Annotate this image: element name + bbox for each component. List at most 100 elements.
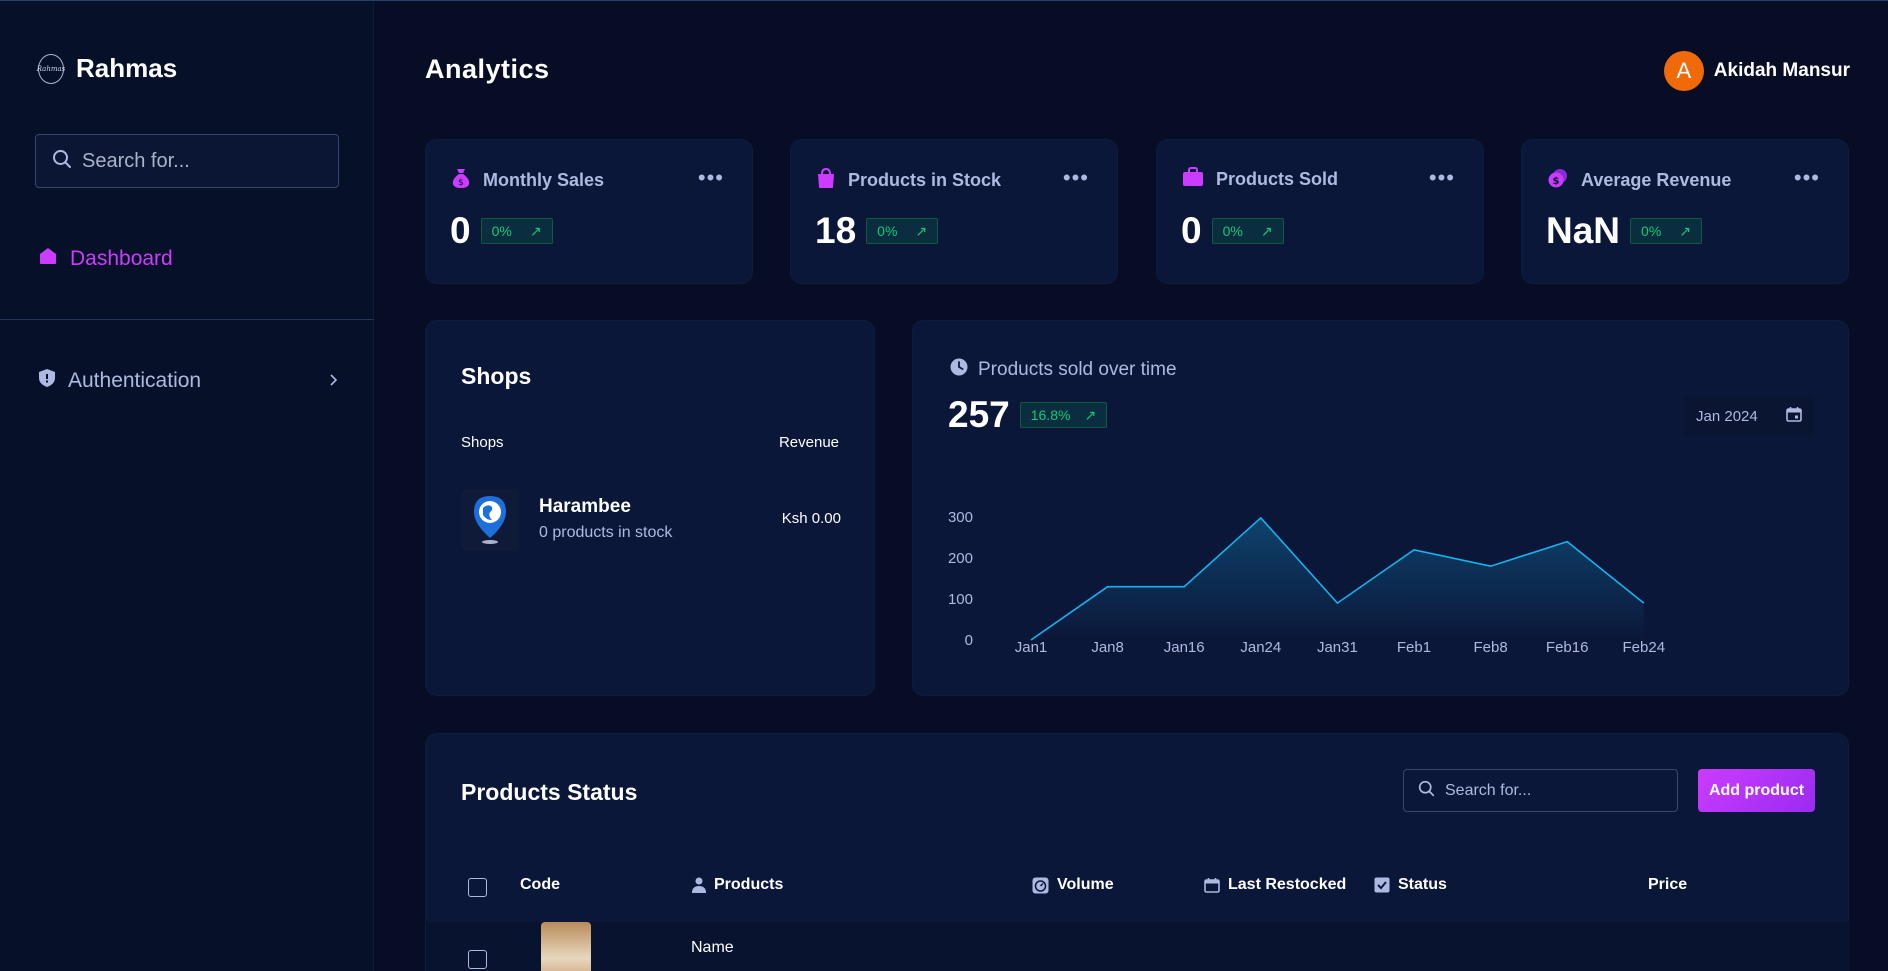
column-status-label: Status (1398, 876, 1447, 893)
check-square-icon (1374, 877, 1390, 893)
change-value: 0% (1641, 223, 1662, 239)
shop-logo-icon (461, 489, 519, 551)
x-tick-label: Jan16 (1164, 639, 1205, 656)
column-last-restocked-label: Last Restocked (1228, 876, 1347, 893)
stat-title: Monthly Sales (483, 170, 605, 190)
x-tick-label: Jan1 (1015, 639, 1048, 656)
x-tick-label: Feb1 (1397, 639, 1431, 656)
stat-value: NaN (1546, 210, 1621, 251)
series-line (1030, 516, 1645, 641)
products-search-input[interactable] (1445, 781, 1665, 800)
arrow-up-right-icon: ↗ (1679, 222, 1691, 239)
chart-total-value: 257 (948, 394, 1010, 435)
brand-logo-text: Rahmas (36, 64, 66, 73)
change-badge: 0% ↗ (866, 218, 939, 244)
y-tick-label: 100 (948, 591, 973, 608)
stat-title: Products Sold (1216, 169, 1339, 189)
column-products-label: Products (714, 876, 784, 893)
brand-logo: Rahmas (36, 53, 66, 84)
stat-title: Products in Stock (848, 170, 1002, 190)
sidebar-item-dashboard[interactable]: Dashboard (38, 246, 173, 272)
stat-card-products-sold: Products Sold ••• 0 0% ↗ (1156, 139, 1484, 284)
calendar-icon (1204, 877, 1220, 893)
arrow-up-right-icon: ↗ (1084, 406, 1097, 423)
sidebar-item-label: Authentication (68, 369, 202, 392)
x-tick-label: Feb8 (1473, 639, 1507, 656)
x-tick-label: Jan8 (1091, 639, 1124, 656)
stat-value: 0 (450, 210, 471, 251)
change-value: 0% (491, 223, 512, 239)
user-menu[interactable]: A Akidah Mansur (1663, 51, 1850, 91)
products-status-title: Products Status (461, 779, 638, 805)
sidebar-search-input[interactable] (82, 149, 322, 173)
sidebar-divider (0, 319, 374, 320)
briefcase-icon (1182, 167, 1204, 192)
more-icon[interactable]: ••• (697, 165, 724, 190)
svg-text:$: $ (1553, 176, 1560, 187)
top-border (0, 0, 1888, 1)
money-bag-icon: $ (451, 167, 471, 194)
y-tick-label: 0 (965, 632, 973, 649)
more-icon[interactable]: ••• (1062, 165, 1089, 190)
change-badge: 0% ↗ (1630, 218, 1702, 244)
stat-title: Average Revenue (1581, 170, 1732, 190)
x-tick-label: Jan24 (1240, 639, 1281, 656)
sidebar-item-label: Dashboard (70, 247, 173, 270)
shop-row[interactable]: Harambee 0 products in stock Ksh 0.00 (461, 489, 841, 551)
arrow-up-right-icon: ↗ (915, 222, 928, 239)
arrow-up-right-icon: ↗ (529, 222, 542, 239)
stat-value: 18 (815, 210, 857, 251)
column-volume-label: Volume (1057, 876, 1114, 893)
product-name: Name (691, 939, 734, 956)
change-badge: 0% ↗ (1211, 218, 1284, 244)
add-product-button[interactable]: Add product (1698, 769, 1815, 812)
change-value: 16.8% (1030, 407, 1071, 423)
column-status[interactable]: Status (1374, 876, 1447, 894)
svg-text:$: $ (458, 178, 464, 188)
sidebar-search[interactable] (35, 134, 339, 188)
table-row[interactable]: Name (426, 922, 1850, 971)
stat-card-products-in-stock: Products in Stock ••• 18 0% ↗ (790, 139, 1118, 284)
column-price[interactable]: Price (1648, 876, 1688, 893)
user-icon (692, 877, 706, 893)
more-icon[interactable]: ••• (1428, 165, 1455, 190)
shops-column-header: Shops (461, 434, 504, 451)
column-last-restocked[interactable]: Last Restocked (1204, 876, 1346, 894)
gauge-icon (1032, 877, 1049, 894)
shopping-bag-icon (816, 167, 836, 194)
avatar: A (1663, 51, 1704, 91)
brand-name: Rahmas (76, 53, 178, 83)
products-sold-chart-card: 300 200 100 0 Jan1 Jan8 Jan16 Jan24 Jan31 Feb1 Feb… (912, 320, 1849, 696)
shop-stock: 0 products in stock (539, 524, 673, 541)
products-search[interactable] (1403, 769, 1678, 812)
page-title: Analytics (425, 54, 550, 84)
change-badge: 16.8% ↗ (1019, 402, 1108, 428)
date-picker[interactable]: Jan 2024 (1684, 396, 1814, 436)
products-table-header: Code Products Volume Last Restocked Stat… (426, 860, 1850, 910)
products-sold-chart: 300 200 100 0 Jan1 Jan8 Jan16 Jan24 Jan31 Feb1 Feb… (948, 509, 1665, 656)
shield-icon (38, 368, 56, 394)
chart-title: Products sold over time (978, 358, 1177, 380)
y-tick-label: 200 (948, 550, 973, 567)
user-name: Akidah Mansur (1713, 60, 1850, 81)
series-area (1031, 517, 1644, 640)
column-volume[interactable]: Volume (1032, 876, 1114, 894)
column-code[interactable]: Code (520, 876, 560, 893)
stat-card-average-revenue: $ Average Revenue ••• NaN 0% ↗ (1521, 139, 1849, 284)
row-checkbox[interactable] (468, 950, 487, 969)
home-icon (38, 246, 58, 272)
shops-card: Shops Shops Revenue Harambee 0 products … (425, 320, 875, 696)
y-tick-label: 300 (948, 509, 973, 526)
change-value: 0% (877, 223, 898, 239)
search-icon (52, 149, 72, 174)
more-icon[interactable]: ••• (1793, 165, 1820, 190)
select-all-checkbox[interactable] (468, 878, 487, 897)
sidebar-item-authentication[interactable]: Authentication (38, 368, 338, 394)
coin-icon: $ (1547, 167, 1569, 194)
calendar-icon (1786, 406, 1802, 426)
products-status-card: Products Status Add product Code Product… (425, 733, 1850, 971)
revenue-column-header: Revenue (778, 434, 839, 451)
column-products[interactable]: Products (692, 876, 783, 894)
brand[interactable]: Rahmas Rahmas (36, 53, 178, 84)
search-icon (1418, 780, 1435, 802)
